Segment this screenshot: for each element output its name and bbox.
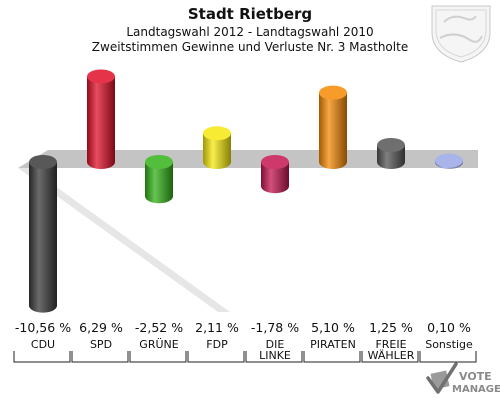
category-label: Sonstige xyxy=(425,338,473,351)
category-bracket xyxy=(303,351,361,363)
checkmark-ballot-icon xyxy=(426,362,458,394)
bar-cdu xyxy=(29,155,57,313)
category-label: SPD xyxy=(90,338,112,351)
watermark-vote: VOTE xyxy=(459,370,492,383)
watermark-manager: MANAGER xyxy=(452,384,500,395)
value-label: 1,25 % xyxy=(369,320,413,335)
category-bracket xyxy=(13,351,71,363)
category-label: LINKE xyxy=(259,349,291,362)
value-label: 2,11 % xyxy=(195,320,239,335)
category-label: PIRATEN xyxy=(310,338,356,351)
chart-title: Stadt Rietberg xyxy=(188,5,312,23)
nrw-coat-of-arms-icon xyxy=(431,5,491,63)
category-bracket xyxy=(419,351,477,363)
baseline-shadow xyxy=(18,168,230,312)
bar-grüne xyxy=(145,155,173,204)
value-label: -2,52 % xyxy=(135,320,183,335)
baseline-band xyxy=(18,150,478,168)
bar-die-linke xyxy=(261,155,289,194)
bars-group xyxy=(29,69,463,313)
bar-fdp xyxy=(203,126,231,169)
bar-piraten xyxy=(319,85,347,169)
value-label: 6,29 % xyxy=(79,320,123,335)
category-label: FREIE xyxy=(375,338,406,351)
category-bracket xyxy=(129,351,187,363)
category-label: DIE xyxy=(266,338,285,351)
chart-subtitle-2: Zweitstimmen Gewinne und Verluste Nr. 3 … xyxy=(92,40,408,54)
chart-subtitle-1: Landtagswahl 2012 - Landtagswahl 2010 xyxy=(126,25,373,39)
category-bracket xyxy=(71,351,129,363)
value-label: -10,56 % xyxy=(15,320,71,335)
category-bracket xyxy=(187,351,245,363)
category-label: CDU xyxy=(31,338,55,351)
bar-spd xyxy=(87,69,115,169)
bar-sonstige xyxy=(435,153,463,169)
vote-manager-logo: VOTE MANAGER xyxy=(426,362,500,395)
category-bracket xyxy=(245,351,303,363)
value-labels-group: -10,56 % 6,29 % -2,52 % 2,11 % -1,78 % 5,10 %… xyxy=(15,320,471,335)
value-label: -1,78 % xyxy=(251,320,299,335)
category-label: WÄHLER xyxy=(368,349,415,362)
category-label: FDP xyxy=(206,338,228,351)
value-label: 5,10 % xyxy=(311,320,355,335)
bar-freie-wähler xyxy=(377,138,405,169)
category-label: GRÜNE xyxy=(139,338,178,351)
value-label: 0,10 % xyxy=(427,320,471,335)
category-bracket xyxy=(361,351,419,363)
